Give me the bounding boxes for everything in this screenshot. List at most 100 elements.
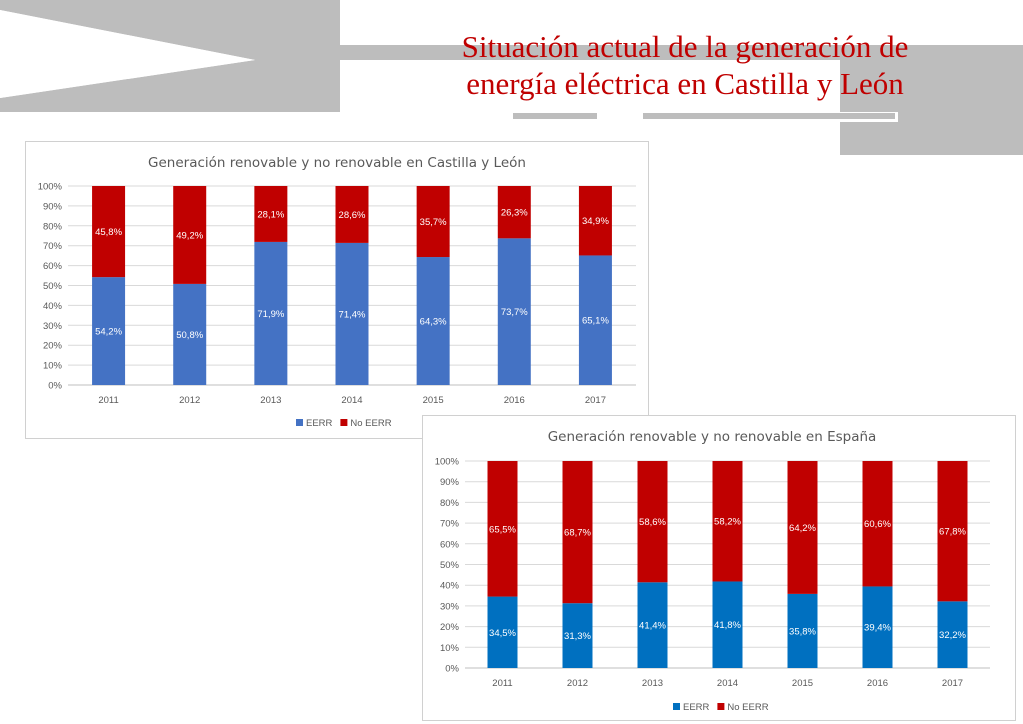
x-tick-label: 2012 xyxy=(179,395,200,406)
y-tick-label: 40% xyxy=(43,301,63,312)
legend-swatch-no-eerr xyxy=(717,703,725,710)
data-label-no-eerr: 35,7% xyxy=(420,217,447,228)
y-tick-label: 70% xyxy=(43,241,63,252)
y-tick-label: 100% xyxy=(38,182,63,193)
y-tick-label: 20% xyxy=(440,622,460,633)
bar-eerr xyxy=(487,596,518,668)
data-label-no-eerr: 26,3% xyxy=(501,208,528,219)
legend-label-eerr: EERR xyxy=(306,418,333,429)
x-tick-label: 2012 xyxy=(567,678,588,689)
bar-no-eerr xyxy=(637,461,668,583)
y-tick-label: 40% xyxy=(440,581,460,592)
x-tick-label: 2017 xyxy=(585,395,606,406)
legend-label-no-eerr: No EERR xyxy=(727,702,768,713)
x-tick-label: 2013 xyxy=(260,395,281,406)
y-tick-label: 0% xyxy=(48,381,62,392)
bar-no-eerr xyxy=(173,186,207,284)
bar-eerr xyxy=(937,601,968,668)
data-label-no-eerr: 64,2% xyxy=(789,523,816,534)
data-label-eerr: 64,3% xyxy=(420,317,447,328)
bar-no-eerr xyxy=(562,461,593,604)
bar-no-eerr xyxy=(416,186,450,258)
x-tick-label: 2017 xyxy=(942,678,963,689)
x-tick-label: 2016 xyxy=(867,678,888,689)
y-tick-label: 0% xyxy=(445,664,459,675)
legend-swatch-eerr xyxy=(673,703,680,710)
decor-gray-bar-left xyxy=(513,113,597,119)
bar-no-eerr xyxy=(92,186,126,278)
y-tick-label: 30% xyxy=(440,601,460,612)
data-label-eerr: 50,8% xyxy=(176,330,203,341)
bar-no-eerr xyxy=(712,461,743,582)
bar-eerr xyxy=(335,242,369,385)
data-label-eerr: 41,8% xyxy=(714,620,741,631)
data-label-no-eerr: 34,9% xyxy=(582,216,609,227)
y-tick-label: 60% xyxy=(43,261,63,272)
bar-eerr xyxy=(562,603,593,668)
bar-no-eerr xyxy=(862,461,893,587)
data-label-eerr: 31,3% xyxy=(564,631,591,642)
data-label-eerr: 71,4% xyxy=(339,309,366,320)
y-tick-label: 90% xyxy=(440,477,460,488)
bar-no-eerr xyxy=(497,186,531,239)
x-tick-label: 2015 xyxy=(423,395,444,406)
x-tick-label: 2014 xyxy=(341,395,362,406)
data-label-eerr: 41,4% xyxy=(639,621,666,632)
y-tick-label: 80% xyxy=(440,498,460,509)
bar-no-eerr xyxy=(787,461,818,594)
bar-eerr xyxy=(712,581,743,668)
bar-no-eerr xyxy=(937,461,968,602)
bar-eerr xyxy=(637,582,668,668)
bar-no-eerr xyxy=(254,186,288,242)
x-tick-label: 2016 xyxy=(504,395,525,406)
y-tick-label: 90% xyxy=(43,201,63,212)
chart-castilla-leon-svg: Generación renovable y no renovable en C… xyxy=(38,155,636,429)
data-label-no-eerr: 28,6% xyxy=(339,210,366,221)
slide-title-line2: energía eléctrica en Castilla y León xyxy=(466,66,904,101)
chart-castilla-leon: Generación renovable y no renovable en C… xyxy=(25,141,649,439)
y-tick-label: 20% xyxy=(43,341,63,352)
y-tick-label: 10% xyxy=(440,643,460,654)
data-label-no-eerr: 67,8% xyxy=(939,527,966,538)
data-label-no-eerr: 58,2% xyxy=(714,517,741,528)
data-label-eerr: 32,2% xyxy=(939,630,966,641)
chart-espana-svg: Generación renovable y no renovable en E… xyxy=(435,429,990,713)
data-label-no-eerr: 65,5% xyxy=(489,524,516,535)
data-label-no-eerr: 49,2% xyxy=(176,230,203,241)
slide-title-line1: Situación actual de la generación de xyxy=(461,29,909,64)
decor-gray-bar-right xyxy=(643,113,895,119)
bar-no-eerr xyxy=(487,461,518,597)
bar-eerr xyxy=(92,277,126,385)
y-tick-label: 80% xyxy=(43,221,63,232)
y-tick-label: 50% xyxy=(43,281,63,292)
data-label-eerr: 71,9% xyxy=(257,309,284,320)
chart-title: Generación renovable y no renovable en E… xyxy=(548,429,877,445)
bar-eerr xyxy=(578,255,612,385)
data-label-eerr: 73,7% xyxy=(501,307,528,318)
data-label-no-eerr: 68,7% xyxy=(564,528,591,539)
bar-no-eerr xyxy=(578,186,612,256)
bar-eerr xyxy=(787,593,818,668)
x-tick-label: 2011 xyxy=(492,678,512,689)
data-label-eerr: 35,8% xyxy=(789,626,816,637)
data-label-no-eerr: 28,1% xyxy=(257,209,284,220)
decor-white-band xyxy=(430,60,840,120)
legend-swatch-eerr xyxy=(296,419,303,426)
data-label-no-eerr: 60,6% xyxy=(864,519,891,530)
x-tick-label: 2015 xyxy=(792,678,813,689)
decor-white-notch xyxy=(0,10,255,98)
y-tick-label: 70% xyxy=(440,519,460,530)
chart-title: Generación renovable y no renovable en C… xyxy=(148,155,526,171)
bar-eerr xyxy=(416,257,450,385)
bar-eerr xyxy=(254,241,288,385)
y-tick-label: 100% xyxy=(435,457,460,468)
data-label-no-eerr: 45,8% xyxy=(95,227,122,238)
legend-label-no-eerr: No EERR xyxy=(350,418,391,429)
y-tick-label: 50% xyxy=(440,560,460,571)
bar-eerr xyxy=(497,238,531,385)
data-label-no-eerr: 58,6% xyxy=(639,517,666,528)
chart-espana: Generación renovable y no renovable en E… xyxy=(422,415,1016,721)
bar-eerr xyxy=(862,586,893,668)
legend-label-eerr: EERR xyxy=(683,702,710,713)
